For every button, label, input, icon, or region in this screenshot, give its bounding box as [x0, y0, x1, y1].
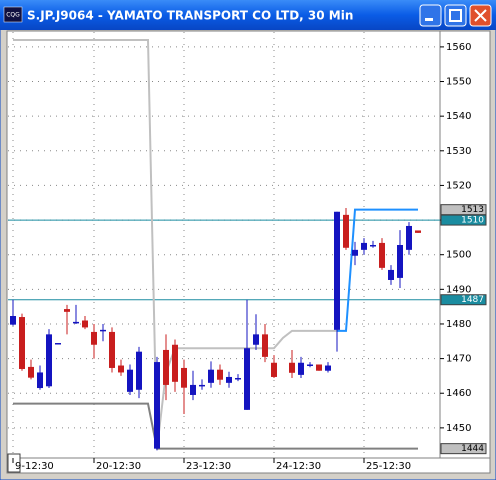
y-tick-label: 1470	[446, 354, 471, 365]
scroll-box[interactable]	[7, 453, 21, 473]
candle-body	[298, 362, 304, 375]
maximize-button[interactable]	[444, 4, 467, 27]
candle-body	[352, 249, 358, 256]
candle-body	[406, 225, 412, 250]
candle-body	[172, 344, 178, 382]
candle-body	[370, 245, 376, 247]
price-label: 1444	[461, 444, 484, 454]
x-tick-label: 24-12:30	[276, 461, 321, 472]
price-label: 1510	[461, 216, 484, 226]
candle-body	[163, 349, 169, 385]
candle-body	[379, 242, 385, 268]
y-tick-label: 1480	[446, 319, 471, 330]
candle-body	[127, 369, 133, 392]
close-button[interactable]	[469, 4, 492, 27]
candle-body	[235, 377, 241, 380]
indicator-line	[13, 402, 418, 450]
y-tick-label: 1460	[446, 388, 471, 399]
candle-body	[199, 384, 205, 387]
candle-body	[55, 343, 61, 345]
y-tick-label: 1540	[446, 111, 471, 122]
candle-body	[244, 348, 250, 410]
candle-body	[154, 362, 160, 449]
candle-body	[325, 365, 331, 371]
candle-body	[316, 364, 322, 371]
candle-body	[397, 245, 403, 278]
x-tick-label: 23-12:30	[186, 461, 231, 472]
candle-body	[64, 309, 70, 312]
candle-body	[109, 331, 115, 368]
price-label-box	[440, 443, 487, 455]
price-label-box	[440, 214, 487, 226]
price-label: 1513	[461, 205, 484, 215]
candle-body	[226, 376, 232, 383]
candle-body	[181, 367, 187, 388]
candle-body	[253, 334, 259, 345]
candle-body	[262, 334, 268, 357]
y-tick-label: 1550	[446, 77, 471, 88]
title-bar	[0, 0, 496, 30]
candle-body	[82, 320, 88, 328]
time-axis-panel	[6, 457, 491, 474]
price-label-box	[440, 294, 487, 306]
candle-body	[136, 351, 142, 390]
candle-body	[388, 269, 394, 280]
app-icon	[3, 6, 23, 23]
window-title: S.JP.J9064 - YAMATO TRANSPORT CO LTD, 30…	[27, 9, 353, 23]
price-label: 1487	[461, 295, 484, 305]
candle-body	[415, 230, 421, 233]
candle-body	[289, 362, 295, 373]
y-tick-label: 1450	[446, 423, 471, 434]
candle-body	[19, 317, 25, 369]
candle-body	[10, 316, 16, 325]
y-tick-label: 1560	[446, 42, 471, 53]
candle-body	[208, 369, 214, 383]
app-icon-text: CQG	[6, 12, 20, 19]
candle-body	[100, 329, 106, 332]
plot-area	[6, 30, 441, 459]
candle-body	[46, 334, 52, 387]
candle-body	[28, 366, 34, 378]
y-tick-label: 1500	[446, 250, 471, 261]
x-tick-label: 9-12:30	[15, 461, 54, 472]
candle-body	[73, 321, 79, 324]
candle-body	[334, 211, 340, 330]
candle-body	[361, 242, 367, 250]
y-tick-label: 1490	[446, 284, 471, 295]
indicator-line	[337, 208, 418, 332]
y-tick-label: 1530	[446, 146, 471, 157]
candle-body	[37, 372, 43, 389]
y-tick-label: 1520	[446, 180, 471, 191]
candle-body	[190, 384, 196, 395]
candle-body	[343, 214, 349, 248]
candle-body	[217, 369, 223, 380]
x-tick-label: 25-12:30	[366, 461, 411, 472]
candle-body	[271, 362, 277, 377]
candle-body	[307, 364, 313, 366]
x-tick-label: 20-12:30	[96, 461, 141, 472]
candle-body	[118, 365, 124, 373]
minimize-button[interactable]	[419, 4, 442, 27]
candle-body	[91, 331, 97, 345]
